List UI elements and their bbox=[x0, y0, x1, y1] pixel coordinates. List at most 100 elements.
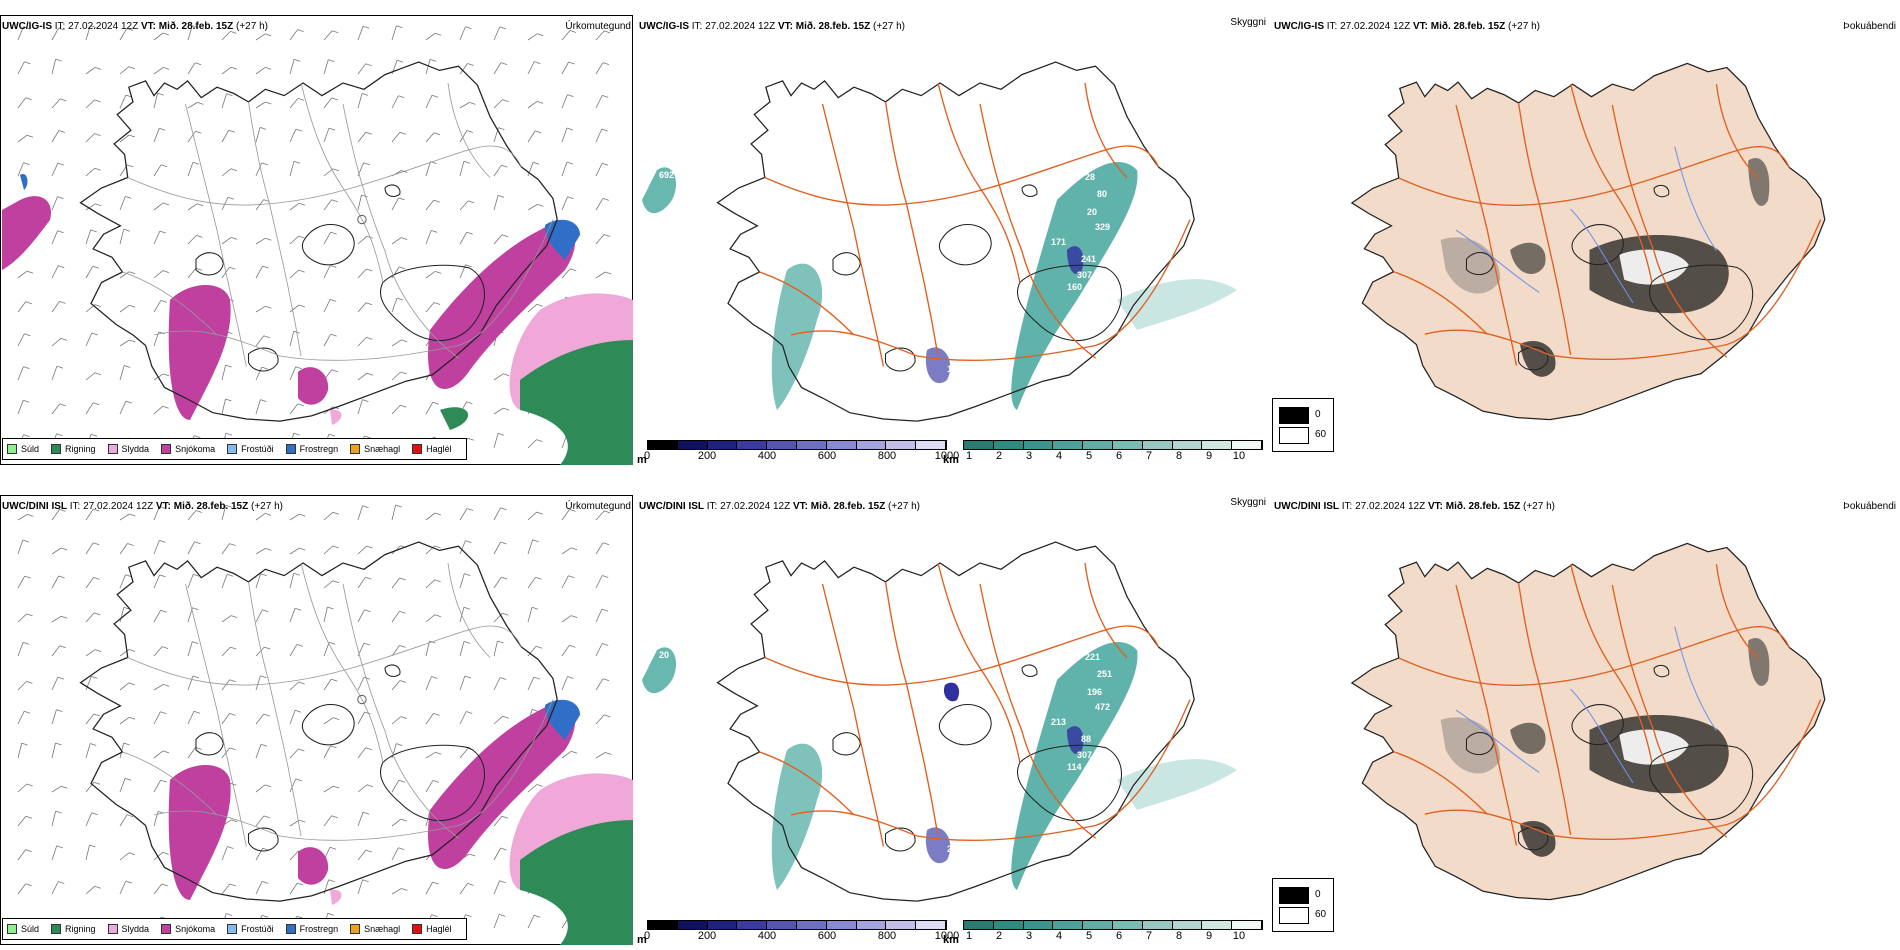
island-outline bbox=[79, 541, 558, 902]
visibility-value: 334 bbox=[1135, 694, 1150, 704]
visibility-value: 28 bbox=[1085, 172, 1095, 182]
vt-label: VT: bbox=[155, 501, 171, 512]
fog-areas bbox=[1440, 638, 1770, 857]
visibility-value: 213 bbox=[1051, 717, 1066, 727]
legend-label: Haglél bbox=[426, 924, 452, 934]
tick-label: 10 bbox=[1232, 450, 1246, 462]
fog-swatch-dark bbox=[1279, 887, 1309, 904]
tick-label: 1000 bbox=[934, 930, 960, 942]
visibility-areas bbox=[642, 641, 1237, 890]
tick-label: 9 bbox=[1205, 450, 1213, 462]
visibility-areas bbox=[642, 161, 1237, 410]
it-value: 27.02.2024 12Z bbox=[720, 501, 791, 512]
visibility-value: 20 bbox=[1087, 207, 1097, 217]
vt-value: Mið. 28.feb. 15Z bbox=[1445, 501, 1521, 512]
visibility-value: 160 bbox=[1067, 282, 1082, 292]
tick-label: 4 bbox=[1055, 930, 1063, 942]
legend-label: Frostregn bbox=[299, 444, 339, 454]
vt-label: VT: bbox=[1427, 501, 1443, 512]
tick-label: 8 bbox=[1175, 930, 1183, 942]
it-label: IT: bbox=[69, 501, 81, 512]
legend-swatch bbox=[7, 924, 17, 934]
legend-swatch bbox=[350, 444, 361, 454]
visibility-value: 221 bbox=[1085, 652, 1100, 662]
visibility-labels: 20 36 221 251 196 472 334 213 88 307 114 216 280 bbox=[659, 650, 1150, 854]
vt-value: Mið. 28.feb. 15Z bbox=[173, 501, 249, 512]
legend-label: Snjókoma bbox=[175, 924, 216, 934]
legend-swatch bbox=[51, 924, 62, 934]
visibility-value: 692 bbox=[659, 170, 674, 180]
visibility-value: 100 bbox=[947, 364, 962, 374]
fog-panel: UWC/DINI ISL IT: 27.02.2024 12Z VT: Mið.… bbox=[1272, 480, 1900, 950]
precip-type-panel: UWC/DINI ISL IT: 27.02.2024 12Z VT: Mið.… bbox=[0, 480, 635, 950]
map-canvas: 20 36 221 251 196 472 334 213 88 307 114 216 280 bbox=[642, 541, 1237, 902]
visibility-value: 636 bbox=[1135, 214, 1150, 224]
tick-label: 1 bbox=[965, 450, 973, 462]
legend-swatch bbox=[227, 924, 238, 934]
tick-label: 4 bbox=[1055, 450, 1063, 462]
legend-swatch bbox=[51, 444, 62, 454]
precip-areas bbox=[2, 173, 633, 465]
legend-swatch bbox=[161, 924, 172, 934]
legend-label: Snæhagl bbox=[364, 924, 401, 934]
panel-title: Úrkomutegund bbox=[565, 21, 631, 32]
precip-type-legend: Súld Rigning Slydda Snjókoma Frostúði Frostre… bbox=[2, 918, 467, 940]
vt-value: Mið. 28.feb. 15Z bbox=[795, 21, 871, 32]
tick-label: 10 bbox=[1232, 930, 1246, 942]
visibility-value: 307 bbox=[1077, 750, 1092, 760]
it-value: 27.02.2024 12Z bbox=[68, 21, 139, 32]
visibility-value: 171 bbox=[1051, 237, 1066, 247]
model-name: UWC/DINI ISL bbox=[2, 501, 67, 512]
legend-item: Rigning bbox=[51, 444, 96, 454]
model-name: UWC/IG-IS bbox=[1274, 21, 1324, 32]
tick-label: 6 bbox=[1115, 450, 1123, 462]
legend-item: Slydda bbox=[107, 444, 149, 454]
tick-label: 8 bbox=[1175, 450, 1183, 462]
fog-swatch-light bbox=[1279, 907, 1309, 924]
it-value: 27.02.2024 12Z bbox=[1340, 21, 1411, 32]
tick-label: 3 bbox=[1025, 930, 1033, 942]
vt-label: VT: bbox=[1412, 21, 1428, 32]
visibility-value: 17 bbox=[693, 202, 703, 212]
panel-title: Þokuábendi bbox=[1843, 21, 1896, 32]
legend-item: Haglél bbox=[412, 924, 452, 934]
forecast-row-1: UWC/IG-IS IT: 27.02.2024 12Z VT: Mið. 28… bbox=[0, 0, 1900, 470]
map-canvas bbox=[2, 25, 633, 465]
it-label: IT: bbox=[1341, 501, 1353, 512]
lead-time: (+27 h) bbox=[1523, 501, 1555, 512]
lead-time: (+27 h) bbox=[1508, 21, 1540, 32]
wind-barbs bbox=[17, 504, 612, 929]
legend-swatch bbox=[412, 444, 423, 454]
vt-label: VT: bbox=[777, 21, 793, 32]
legend-item: Snjókoma bbox=[161, 444, 215, 454]
vt-label: VT: bbox=[792, 501, 808, 512]
panel-title: Þokuábendi bbox=[1843, 501, 1896, 512]
it-value: 27.02.2024 12Z bbox=[1355, 501, 1426, 512]
fog-swatch-dark bbox=[1279, 407, 1309, 424]
tick-label: 1 bbox=[965, 930, 973, 942]
it-label: IT: bbox=[691, 21, 703, 32]
tick-label: 3 bbox=[1025, 450, 1033, 462]
visibility-value: 241 bbox=[1081, 254, 1096, 264]
panel-title: Skyggni bbox=[1230, 497, 1266, 508]
legend-swatch bbox=[350, 924, 361, 934]
legend-item: Haglél bbox=[412, 444, 452, 454]
tick-label: 600 bbox=[817, 930, 837, 942]
fog-legend-bottom: 60 bbox=[1315, 429, 1327, 440]
legend-label: Súld bbox=[21, 924, 40, 934]
it-label: IT: bbox=[54, 21, 66, 32]
tick-label: 800 bbox=[877, 930, 897, 942]
fog-legend-top: 0 bbox=[1315, 889, 1321, 900]
map-canvas bbox=[1350, 542, 1826, 901]
visibility-panel: 692 17 28 80 20 329 636 171 241 307 160 374 100 UWC/I… bbox=[637, 0, 1270, 470]
legend-item: Slydda bbox=[107, 924, 149, 934]
legend-item: Súld bbox=[7, 924, 39, 934]
run-info: UWC/DINI ISL IT: 27.02.2024 12Z VT: Mið.… bbox=[1274, 501, 1555, 512]
forecast-row-2: UWC/DINI ISL IT: 27.02.2024 12Z VT: Mið.… bbox=[0, 480, 1900, 950]
legend-item: Frostúði bbox=[227, 444, 274, 454]
model-name: UWC/DINI ISL bbox=[639, 501, 704, 512]
tick-label: 5 bbox=[1085, 450, 1093, 462]
tick-label: 2 bbox=[995, 450, 1003, 462]
